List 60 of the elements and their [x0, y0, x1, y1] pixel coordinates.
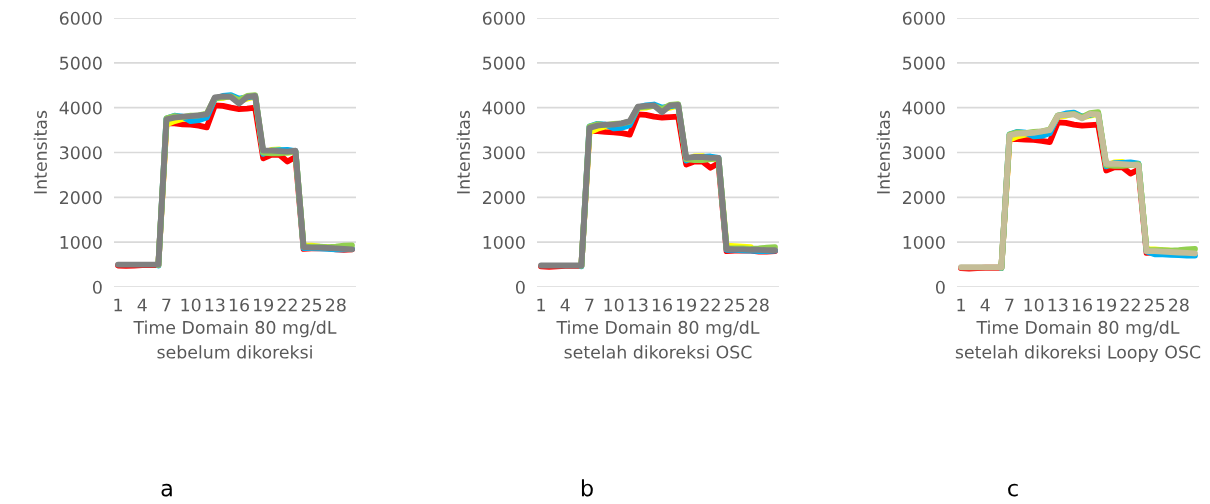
- x-tick-label: 1: [537, 298, 545, 312]
- y-tick-label: 6000: [59, 11, 102, 25]
- x-tick-label: 19: [677, 298, 697, 312]
- y-tick-label: 2000: [59, 191, 102, 205]
- x-tick-label: 4: [560, 298, 570, 312]
- x-tick-label: 7: [1005, 298, 1014, 312]
- x-tick-label: 4: [137, 298, 147, 312]
- x-tick-label: 25: [724, 298, 745, 312]
- x-tick-label: 16: [229, 298, 249, 312]
- y-tick-label: 3000: [903, 146, 945, 160]
- x-tick-label: 7: [585, 298, 594, 312]
- y-tick-label: 3000: [60, 146, 102, 160]
- x-tick-label: 28: [326, 298, 346, 312]
- x-tick-label: 10: [181, 298, 201, 312]
- y-tick-label: 6000: [902, 11, 945, 25]
- x-tick-label: 13: [1048, 298, 1068, 312]
- y-tick-label: 5000: [483, 56, 525, 70]
- y-tick-label: 1000: [60, 235, 102, 250]
- x-tick-label: 7: [162, 298, 171, 312]
- y-tick-label: 1000: [483, 235, 525, 250]
- y-tick-label: 0: [92, 280, 102, 294]
- y-tick-label: 2000: [902, 191, 945, 205]
- x-tick-label: 10: [1024, 298, 1044, 312]
- x-tick-label: 28: [1169, 298, 1189, 312]
- x-axis-title: Time Domain 80 mg/dL sebelum dikoreksi: [133, 320, 337, 359]
- y-tick-label: 4000: [902, 101, 945, 115]
- x-tick-label: 1: [957, 298, 965, 312]
- x-tick-label: 28: [749, 298, 769, 312]
- y-tick-label: 4000: [59, 101, 102, 115]
- y-tick-label: 1000: [903, 235, 945, 250]
- x-tick-label: 25: [1144, 298, 1165, 312]
- text: b: [581, 479, 593, 497]
- y-tick-label: 5000: [903, 56, 945, 70]
- y-axis-title: Intensitas: [33, 110, 48, 194]
- x-tick-label: 16: [652, 298, 672, 312]
- y-axis-title: Intensitas: [876, 110, 891, 194]
- y-tick-label: 0: [515, 280, 525, 294]
- x-tick-label: 19: [254, 298, 274, 312]
- text: a: [161, 483, 172, 497]
- x-tick-label: 13: [205, 298, 225, 312]
- x-tick-label: 13: [628, 298, 648, 312]
- y-tick-label: 4000: [482, 101, 525, 115]
- x-tick-label: 22: [700, 298, 720, 312]
- y-tick-label: 6000: [482, 11, 525, 25]
- x-tick-label: 10: [604, 298, 624, 312]
- x-tick-label: 4: [980, 298, 990, 312]
- x-tick-label: 1: [114, 298, 122, 312]
- y-tick-label: 5000: [60, 56, 102, 70]
- text: c: [1008, 483, 1018, 497]
- y-tick-label: 0: [935, 280, 945, 294]
- x-axis-title: Time Domain 80 mg/dL setelah dikoreksi OSC: [556, 320, 760, 359]
- y-tick-label: 2000: [482, 191, 525, 205]
- x-axis-title: Time Domain 80 mg/dL setelah dikoreksi Loopy OSC: [955, 320, 1201, 362]
- x-tick-label: 22: [1120, 298, 1140, 312]
- y-axis-title: Intensitas: [456, 110, 471, 194]
- y-tick-label: 3000: [483, 146, 525, 160]
- x-tick-label: 19: [1097, 298, 1117, 312]
- x-tick-label: 25: [301, 298, 322, 312]
- x-tick-label: 16: [1072, 298, 1092, 312]
- x-tick-label: 22: [277, 298, 297, 312]
